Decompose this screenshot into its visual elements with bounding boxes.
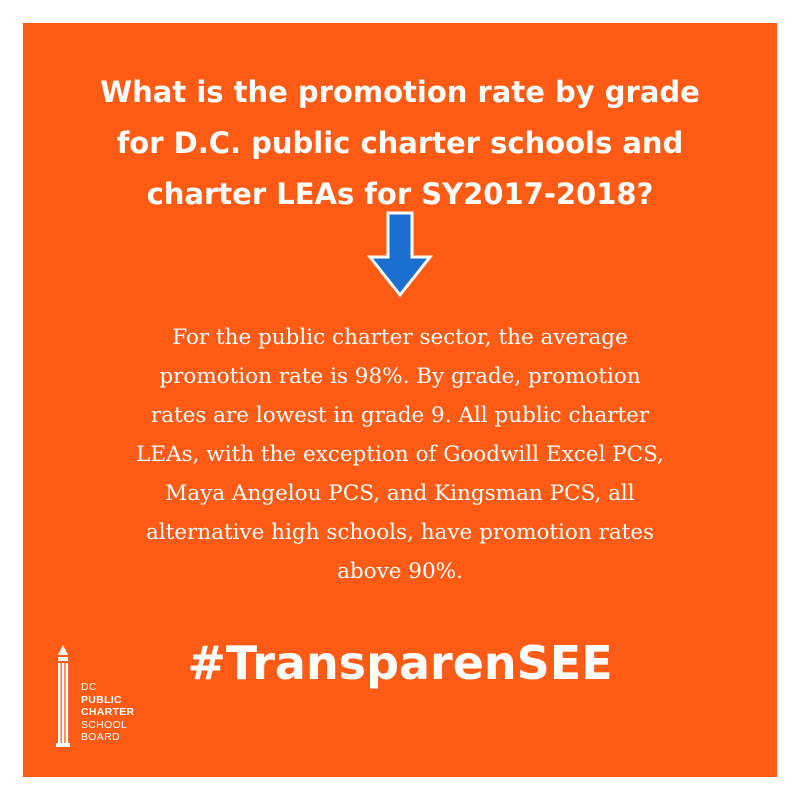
logo-line: PUBLIC bbox=[81, 693, 122, 706]
infographic-card: What is the promotion rate by grade for … bbox=[23, 23, 777, 777]
answer-line: LEAs, with the exception of Goodwill Exc… bbox=[136, 442, 664, 467]
answer-text: For the public charter sector, the avera… bbox=[43, 318, 757, 591]
arrow-down-icon bbox=[366, 211, 434, 298]
logo-line: DC bbox=[81, 681, 97, 693]
hashtag: #TransparenSEE bbox=[187, 636, 613, 690]
heading-line: for D.C. public charter schools and bbox=[116, 126, 684, 160]
question-heading: What is the promotion rate by grade for … bbox=[23, 67, 777, 220]
logo-wordmark: DC PUBLIC CHARTER SCHOOL BOARD bbox=[81, 681, 134, 744]
logo-line: CHARTER bbox=[81, 706, 135, 718]
answer-line: For the public charter sector, the avera… bbox=[172, 325, 628, 350]
dc-pcsb-logo: DC PUBLIC CHARTER SCHOOL BOARD bbox=[47, 645, 177, 755]
heading-line: charter LEAs for SY2017-2018? bbox=[146, 177, 654, 211]
heading-line: What is the promotion rate by grade bbox=[100, 75, 700, 109]
answer-line: Maya Angelou PCS, and Kingsman PCS, all bbox=[165, 481, 635, 506]
answer-line: above 90%. bbox=[337, 559, 463, 584]
logo-line: BOARD bbox=[81, 731, 120, 743]
pencil-logo-icon bbox=[56, 645, 70, 747]
answer-line: rates are lowest in grade 9. All public … bbox=[150, 403, 650, 428]
answer-line: promotion rate is 98%. By grade, promoti… bbox=[159, 364, 641, 389]
answer-line: alternative high schools, have promotion… bbox=[145, 520, 655, 545]
logo-line: SCHOOL bbox=[81, 718, 128, 731]
